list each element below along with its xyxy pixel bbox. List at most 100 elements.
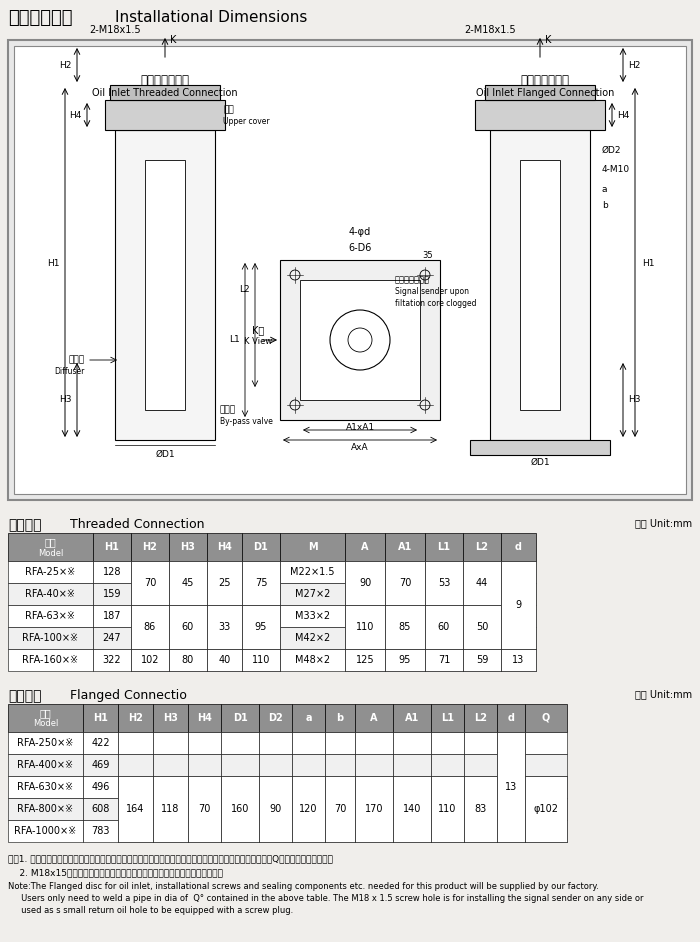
Bar xyxy=(169,583,207,605)
Bar xyxy=(153,776,188,842)
Bar xyxy=(259,754,292,776)
Text: 160: 160 xyxy=(231,804,249,814)
Bar xyxy=(8,583,93,605)
Bar xyxy=(385,649,425,671)
Bar xyxy=(93,605,131,627)
Bar xyxy=(8,627,93,649)
Bar xyxy=(464,776,497,842)
Bar xyxy=(207,605,242,649)
Text: 安装连接尺寸: 安装连接尺寸 xyxy=(8,9,73,27)
Bar xyxy=(475,100,605,130)
Bar xyxy=(355,704,393,732)
Text: d: d xyxy=(515,542,522,552)
Bar xyxy=(259,776,292,798)
Bar xyxy=(325,820,355,842)
Bar xyxy=(463,649,501,671)
Bar xyxy=(464,732,497,754)
Text: A1: A1 xyxy=(398,542,412,552)
Text: 45: 45 xyxy=(182,578,194,588)
Bar xyxy=(207,627,242,649)
Text: 70: 70 xyxy=(334,804,346,814)
Bar xyxy=(169,649,207,671)
Bar xyxy=(280,583,345,605)
Bar xyxy=(280,561,345,583)
Text: RFA-100×※: RFA-100×※ xyxy=(22,633,78,643)
Text: D1: D1 xyxy=(253,542,268,552)
Text: K: K xyxy=(170,35,176,45)
Bar xyxy=(292,704,325,732)
Bar xyxy=(425,561,463,583)
Bar xyxy=(425,649,463,671)
Bar xyxy=(525,776,567,798)
Text: 70: 70 xyxy=(198,804,211,814)
Text: H3: H3 xyxy=(60,396,72,404)
Text: a: a xyxy=(305,713,312,723)
Text: 25: 25 xyxy=(218,578,231,588)
Text: 247: 247 xyxy=(103,633,121,643)
Bar xyxy=(169,533,207,561)
Bar xyxy=(8,798,83,820)
Bar xyxy=(355,754,393,776)
Bar xyxy=(292,776,325,798)
Bar xyxy=(145,160,185,410)
Text: 110: 110 xyxy=(356,622,375,632)
Text: M33×2: M33×2 xyxy=(295,611,330,621)
Bar xyxy=(83,732,118,754)
Bar xyxy=(169,649,207,671)
Bar xyxy=(221,754,259,776)
Bar xyxy=(497,820,525,842)
Text: H4: H4 xyxy=(197,713,212,723)
Text: Diffuser: Diffuser xyxy=(55,367,85,377)
Bar xyxy=(497,732,525,754)
Text: 60: 60 xyxy=(182,622,194,632)
Text: ØD1: ØD1 xyxy=(530,458,550,467)
Text: 注：1. 本产品所需的进油口法兰盘、安装连接螺栓及密封圈等配件均和本产品配套提供，用户只需备好上表中Q尺寸的管子焊上即可。: 注：1. 本产品所需的进油口法兰盘、安装连接螺栓及密封圈等配件均和本产品配套提供… xyxy=(8,854,333,863)
Text: 6-D6: 6-D6 xyxy=(349,243,372,253)
Text: M: M xyxy=(308,542,317,552)
Bar xyxy=(385,561,425,605)
Text: 422: 422 xyxy=(91,738,110,748)
Bar xyxy=(115,130,215,440)
Text: Threaded Connection: Threaded Connection xyxy=(70,518,204,531)
Bar xyxy=(463,561,501,583)
Text: L2: L2 xyxy=(239,285,250,295)
Bar xyxy=(110,85,220,100)
Text: filtation core clogged: filtation core clogged xyxy=(395,299,477,307)
Bar xyxy=(93,533,131,561)
Bar xyxy=(464,754,497,776)
Bar xyxy=(464,776,497,798)
Text: 型号: 型号 xyxy=(45,537,57,547)
Bar xyxy=(153,820,188,842)
Text: H3: H3 xyxy=(163,713,178,723)
Bar xyxy=(463,561,501,605)
Bar xyxy=(501,627,536,649)
Text: RFA-400×※: RFA-400×※ xyxy=(18,760,74,770)
Bar xyxy=(280,649,345,671)
Bar xyxy=(8,533,93,561)
Bar xyxy=(242,561,280,583)
Bar xyxy=(501,561,536,583)
Bar xyxy=(118,776,153,842)
Bar xyxy=(325,776,355,842)
Text: Installational Dimensions: Installational Dimensions xyxy=(115,10,307,25)
Text: H1: H1 xyxy=(48,258,60,268)
Bar xyxy=(355,776,393,842)
Bar xyxy=(497,798,525,820)
Text: Flanged Connectio: Flanged Connectio xyxy=(70,689,187,702)
Text: RFA-800×※: RFA-800×※ xyxy=(18,804,74,814)
Bar xyxy=(188,776,221,842)
Bar xyxy=(118,754,153,776)
Bar xyxy=(83,704,118,732)
Bar xyxy=(501,605,536,627)
Bar xyxy=(425,605,463,627)
Bar xyxy=(242,605,280,649)
Bar xyxy=(188,776,221,798)
Bar xyxy=(8,40,692,500)
Bar xyxy=(393,776,431,842)
Text: 法兰连接: 法兰连接 xyxy=(8,689,41,703)
Bar xyxy=(8,561,93,583)
Text: Model: Model xyxy=(33,720,58,728)
Bar xyxy=(345,561,385,583)
Bar xyxy=(470,440,610,455)
Bar xyxy=(207,533,242,561)
